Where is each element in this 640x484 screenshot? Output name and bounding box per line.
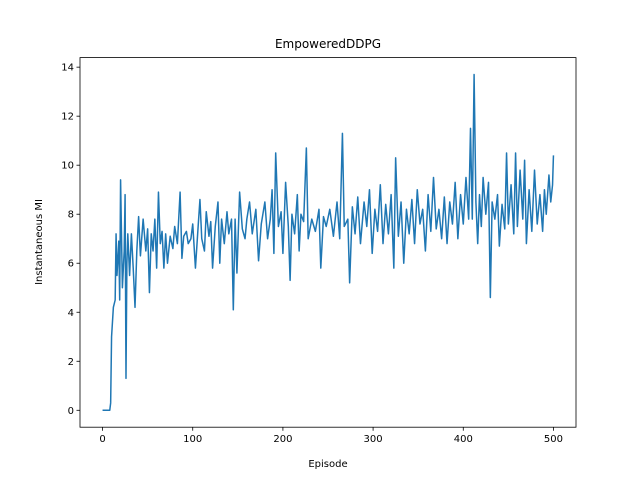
x-tick-label: 300 [364, 434, 383, 445]
x-tick-label: 500 [544, 434, 563, 445]
plot-frame [79, 57, 577, 428]
y-axis-label: Instantaneous MI [34, 199, 45, 285]
x-tick-label: 200 [273, 434, 292, 445]
y-tick-label: 14 [61, 63, 74, 74]
y-tick-label: 0 [68, 406, 74, 417]
x-tick-label: 0 [99, 434, 105, 445]
y-tick-label: 4 [68, 308, 74, 319]
y-tick-label: 10 [61, 161, 74, 172]
chart-title: EmpoweredDDPG [275, 37, 381, 51]
data-line [102, 73, 555, 412]
x-tick-label: 100 [183, 434, 202, 445]
x-tick-label: 400 [454, 434, 473, 445]
y-tick-label: 6 [68, 259, 74, 270]
x-axis-label: Episode [308, 459, 347, 470]
y-tick-label: 8 [68, 210, 74, 221]
y-tick-label: 12 [61, 112, 74, 123]
y-tick-label: 2 [68, 357, 74, 368]
